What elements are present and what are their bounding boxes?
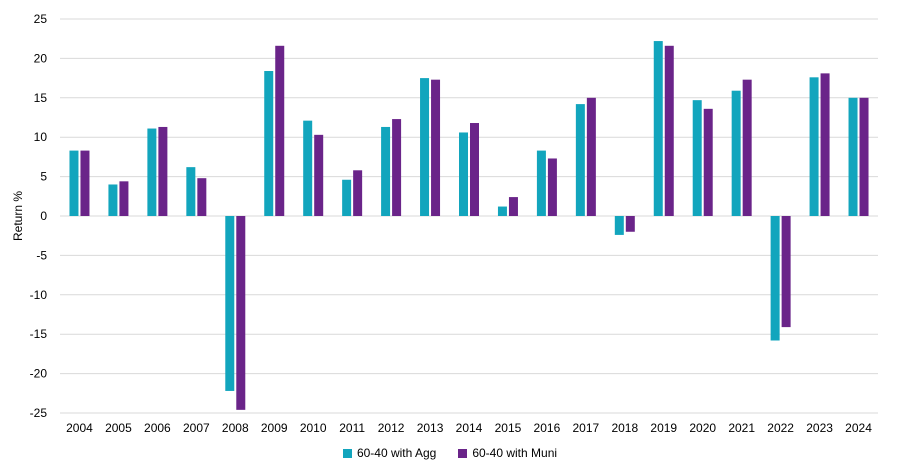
- bar-agg-2018: [614, 216, 624, 235]
- x-tick-label: 2005: [105, 421, 132, 435]
- x-tick-label: 2004: [66, 421, 93, 435]
- bar-muni-2010: [314, 134, 324, 216]
- bar-muni-2019: [664, 45, 674, 217]
- y-tick-label: 0: [40, 209, 47, 223]
- bar-agg-2013: [420, 78, 430, 216]
- bar-agg-2007: [186, 167, 196, 216]
- y-tick-label: -25: [30, 406, 48, 420]
- legend-swatch-agg: [342, 448, 352, 458]
- y-tick-label: -20: [30, 367, 48, 381]
- y-tick-label: -5: [36, 248, 47, 262]
- x-axis-ticks: 2004 2005 2006 2007 2008 2009 2010 2011 2012 2013…: [66, 421, 872, 435]
- x-tick-label: 2011: [339, 421, 365, 435]
- bar-agg-2005: [108, 184, 118, 216]
- y-tick-label: 5: [40, 170, 47, 184]
- x-tick-label: 2020: [689, 421, 716, 435]
- bar-muni-2012: [392, 119, 402, 216]
- x-tick-label: 2012: [378, 421, 405, 435]
- legend-label-muni: 60-40 with Muni: [472, 446, 558, 460]
- x-tick-label: 2018: [611, 421, 638, 435]
- legend-item-agg: 60-40 with Agg: [342, 446, 437, 460]
- bar-muni-2016: [547, 158, 557, 216]
- bar-agg-2014: [459, 132, 468, 216]
- bar-muni-2011: [353, 170, 363, 216]
- bar-agg-2010: [303, 120, 313, 216]
- y-axis-ticks: 25 20 15 10 5 0 -5 -10 -15 -20 -25: [30, 12, 48, 420]
- x-tick-label: 2008: [222, 421, 249, 435]
- bar-muni-2018: [625, 216, 635, 232]
- bar-agg-2024: [848, 97, 858, 216]
- y-tick-label: 10: [34, 130, 48, 144]
- bar-agg-2022: [770, 216, 780, 341]
- y-tick-label: 25: [34, 12, 48, 26]
- bar-muni-2023: [820, 73, 830, 216]
- x-tick-label: 2023: [806, 421, 833, 435]
- bar-muni-2009: [275, 45, 285, 217]
- bar-muni-2008: [236, 216, 246, 410]
- x-tick-label: 2022: [767, 421, 794, 435]
- bar-muni-2015: [508, 197, 518, 216]
- bar-muni-2020: [703, 108, 713, 216]
- bar-muni-2005: [119, 181, 129, 216]
- x-tick-label: 2024: [845, 421, 872, 435]
- bar-muni-2013: [431, 79, 441, 217]
- x-tick-label: 2014: [456, 421, 483, 435]
- bar-muni-2017: [586, 97, 596, 216]
- bar-agg-2019: [653, 41, 663, 217]
- y-tick-label: -10: [30, 288, 48, 302]
- x-tick-label: 2019: [650, 421, 677, 435]
- x-tick-label: 2021: [728, 421, 755, 435]
- x-tick-label: 2007: [183, 421, 210, 435]
- y-tick-label: 20: [34, 51, 48, 65]
- bar-agg-2020: [692, 100, 702, 216]
- y-axis-label: Return %: [11, 191, 25, 241]
- bar-muni-2007: [197, 178, 207, 216]
- legend: 60-40 with Agg 60-40 with Muni: [0, 446, 900, 460]
- bar-agg-2015: [497, 206, 507, 216]
- bar-muni-2004: [80, 150, 90, 216]
- x-tick-label: 2006: [144, 421, 171, 435]
- bar-agg-2004: [69, 150, 79, 216]
- bar-muni-2022: [781, 216, 791, 328]
- y-tick-label: -15: [30, 327, 48, 341]
- x-tick-label: 2013: [417, 421, 444, 435]
- bar-agg-2021: [731, 90, 741, 216]
- legend-swatch-muni: [458, 448, 468, 458]
- gridlines: [60, 18, 878, 414]
- bar-muni-2021: [742, 79, 752, 217]
- bar-muni-2006: [158, 126, 168, 216]
- bar-agg-2023: [809, 77, 819, 216]
- bar-muni-2014: [470, 123, 479, 216]
- x-tick-label: 2010: [300, 421, 327, 435]
- bar-agg-2008: [225, 216, 235, 391]
- x-tick-label: 2017: [573, 421, 600, 435]
- y-tick-label: 15: [34, 91, 48, 105]
- bar-agg-2012: [381, 126, 391, 216]
- bars: [69, 41, 869, 410]
- x-tick-label: 2015: [495, 421, 522, 435]
- legend-label-agg: 60-40 with Agg: [356, 446, 437, 460]
- bar-agg-2017: [575, 104, 585, 216]
- bar-muni-2024: [859, 97, 869, 216]
- bar-agg-2006: [147, 128, 157, 216]
- legend-item-muni: 60-40 with Muni: [458, 446, 557, 460]
- x-tick-label: 2009: [261, 421, 288, 435]
- bar-agg-2016: [536, 150, 546, 216]
- x-tick-label: 2016: [534, 421, 561, 435]
- bar-agg-2009: [264, 71, 274, 217]
- bar-agg-2011: [342, 179, 352, 216]
